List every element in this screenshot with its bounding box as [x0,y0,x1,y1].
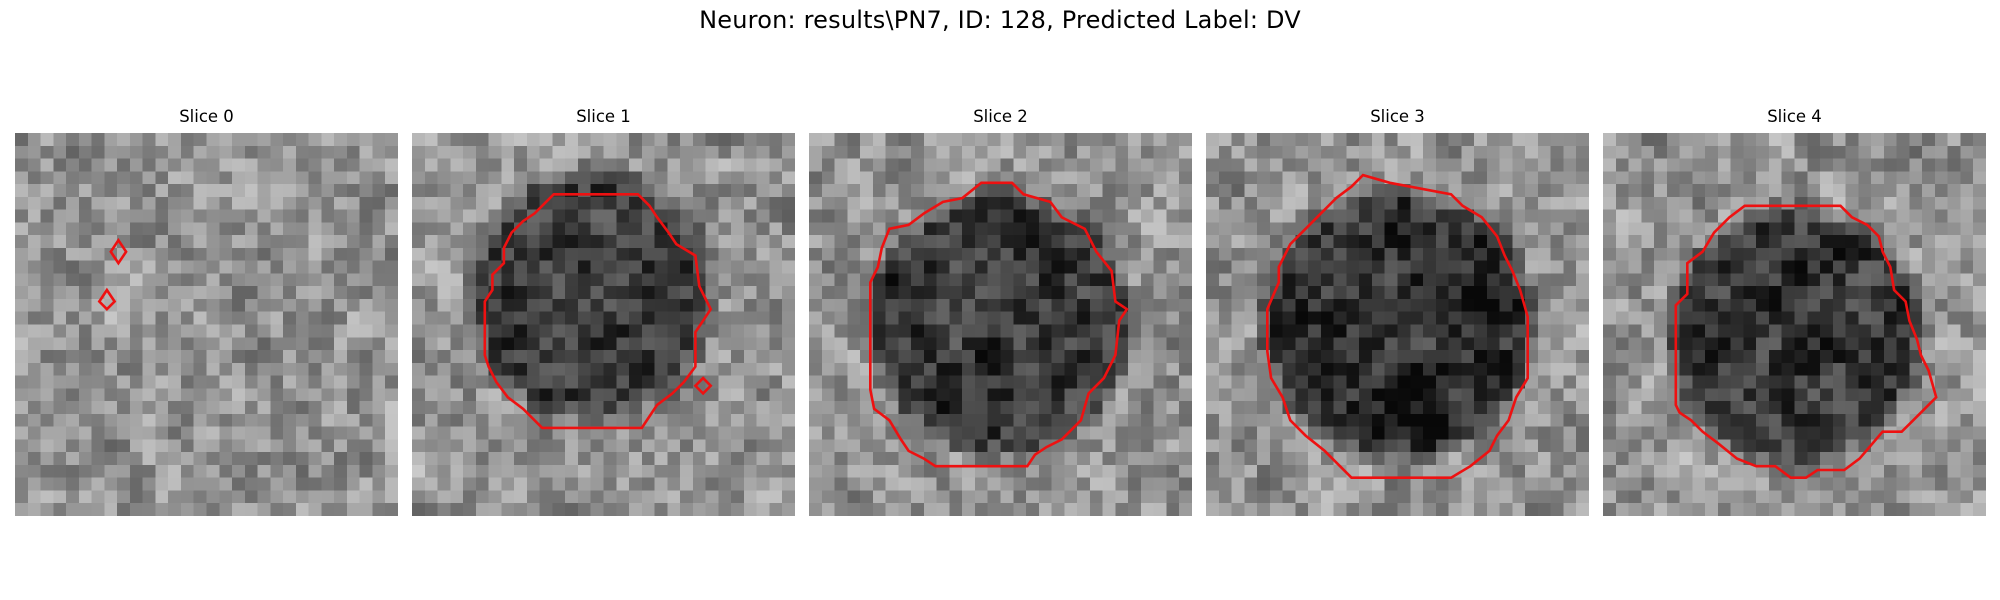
contour-overlay [1674,204,1938,480]
segmentation-contour [1265,173,1530,480]
slice-title: Slice 1 [576,107,631,126]
segmentation-contour [483,192,713,430]
slice-image [809,133,1192,516]
slice-panel-3: Slice 3 [1206,107,1589,516]
slice-image [412,133,795,516]
contour-overlay [483,192,713,430]
segmentation-contour [693,376,713,396]
slice-title: Slice 0 [179,107,234,126]
segmentation-contour [109,237,128,266]
slice-title: Slice 2 [973,107,1028,126]
slice-title: Slice 3 [1370,107,1425,126]
segmentation-contour [868,181,1129,468]
segmentation-contour [1674,204,1938,480]
slice-image [1603,133,1986,516]
slice-panel-0: Slice 0 [15,107,398,516]
contour-overlay [97,237,128,312]
contour-overlay [868,181,1129,468]
slice-panel-1: Slice 1 [412,107,795,516]
slice-title: Slice 4 [1767,107,1822,126]
slice-image [15,133,398,516]
figure-title: Neuron: results\PN7, ID: 128, Predicted … [699,6,1301,34]
segmentation-contour [97,287,117,312]
slice-panel-2: Slice 2 [809,107,1192,516]
slice-panel-4: Slice 4 [1603,107,1986,516]
contour-overlay [1265,173,1530,480]
slice-image [1206,133,1589,516]
